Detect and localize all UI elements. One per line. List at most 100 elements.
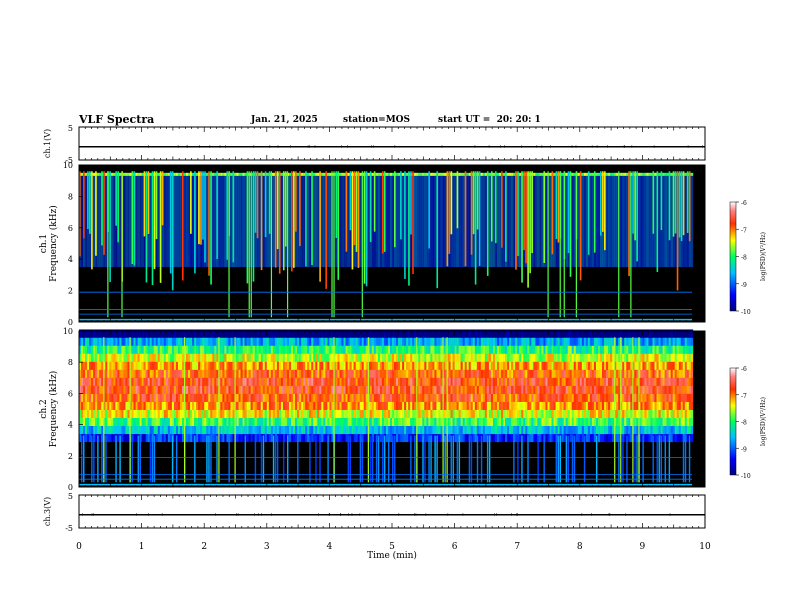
spec-cell [414,417,417,427]
spec-cell [85,433,88,443]
spec-cell [268,353,272,362]
spec-cell [432,425,435,435]
spec-cell [537,353,540,362]
spec-cell [313,353,316,362]
spec-cell [111,329,114,338]
spec-cell [529,385,532,394]
spec-cell [513,425,516,435]
spec-cell [404,329,407,338]
spec-cell [454,337,457,346]
spec-cell [410,425,413,435]
spec-cell [99,409,102,418]
spec-cell [616,409,619,418]
spec-cell [91,377,94,386]
spec-cell [280,393,284,402]
spec-cell [505,401,508,410]
spec-cell [387,353,391,362]
spec-cell [387,401,391,410]
spec-cell [398,385,401,394]
spec-cell [565,377,568,386]
spec-cell [612,433,615,443]
spec-cell [224,172,227,268]
spec-cell [313,385,316,394]
spec-cell [139,353,142,362]
spec-cell [602,361,605,370]
spec-cell [171,171,174,291]
spec-cell [531,417,534,427]
spec-cell [242,393,245,402]
spec-cell [111,361,114,370]
spec-cell [321,172,324,176]
spec-cell [107,337,110,346]
spec-cell [105,361,108,370]
spec-cell [272,329,276,338]
spec-cell [141,393,144,402]
spec-cell [379,337,383,346]
spec-cell [492,401,496,410]
spec-cell [147,393,150,402]
spec-cell [109,409,112,418]
spec-cell [313,377,316,386]
spec-cell [650,385,653,394]
spec-cell [151,409,155,418]
spec-cell [539,393,542,402]
spec-cell [656,385,659,394]
spec-cell [539,433,542,443]
spec-cell [135,393,138,402]
spec-cell [202,401,205,410]
spec-cell [565,345,568,354]
spec-cell [666,345,669,354]
spec-cell [565,385,568,394]
spec-cell [466,417,470,427]
spec-cell [591,417,595,427]
spec-cell [434,377,437,386]
spec-cell [315,401,318,410]
spec-cell [668,409,671,418]
spec-cell [606,329,609,338]
spec-cell [359,435,362,483]
spec-cell [238,393,241,402]
spec-cell [309,337,312,346]
spec-cell [652,377,655,386]
spec-cell [202,345,205,354]
spec-cell [507,401,510,410]
spec-cell [224,425,227,435]
spec-cell [610,385,613,394]
spec-cell [642,409,645,418]
spec-cell [432,409,435,418]
spec-cell [448,329,451,338]
spec-cell [238,337,241,346]
spec-cell [359,377,363,386]
spec-cell [210,409,213,418]
spec-cell [301,361,304,370]
spec-cell [686,171,689,233]
spec-cell [634,409,637,418]
spec-cell [408,345,411,354]
spec-cell [339,433,342,443]
spec-cell [113,361,116,370]
spec-cell [305,337,308,346]
spec-cell [416,337,418,483]
spec-cell [410,337,413,346]
spec-cell [188,377,191,386]
spec-cell [438,433,441,443]
spec-cell [236,409,239,418]
spec-cell [125,393,128,402]
spec-cell [212,172,215,176]
spec-cell [159,385,163,394]
spec-cell [513,409,516,418]
spec-cell [153,425,157,435]
spec-cell [224,361,227,370]
spec-cell [389,417,393,427]
spec-cell [137,435,139,483]
spec-cell [295,369,298,378]
spec-cell [539,172,542,176]
spec-cell [604,377,607,386]
spec-cell [226,417,229,427]
spec-cell [248,353,251,362]
spec-cell [616,377,619,386]
spec-cell [434,417,437,427]
spec-cell [480,417,484,427]
spec-cell [525,377,528,386]
spec-cell [581,377,585,386]
